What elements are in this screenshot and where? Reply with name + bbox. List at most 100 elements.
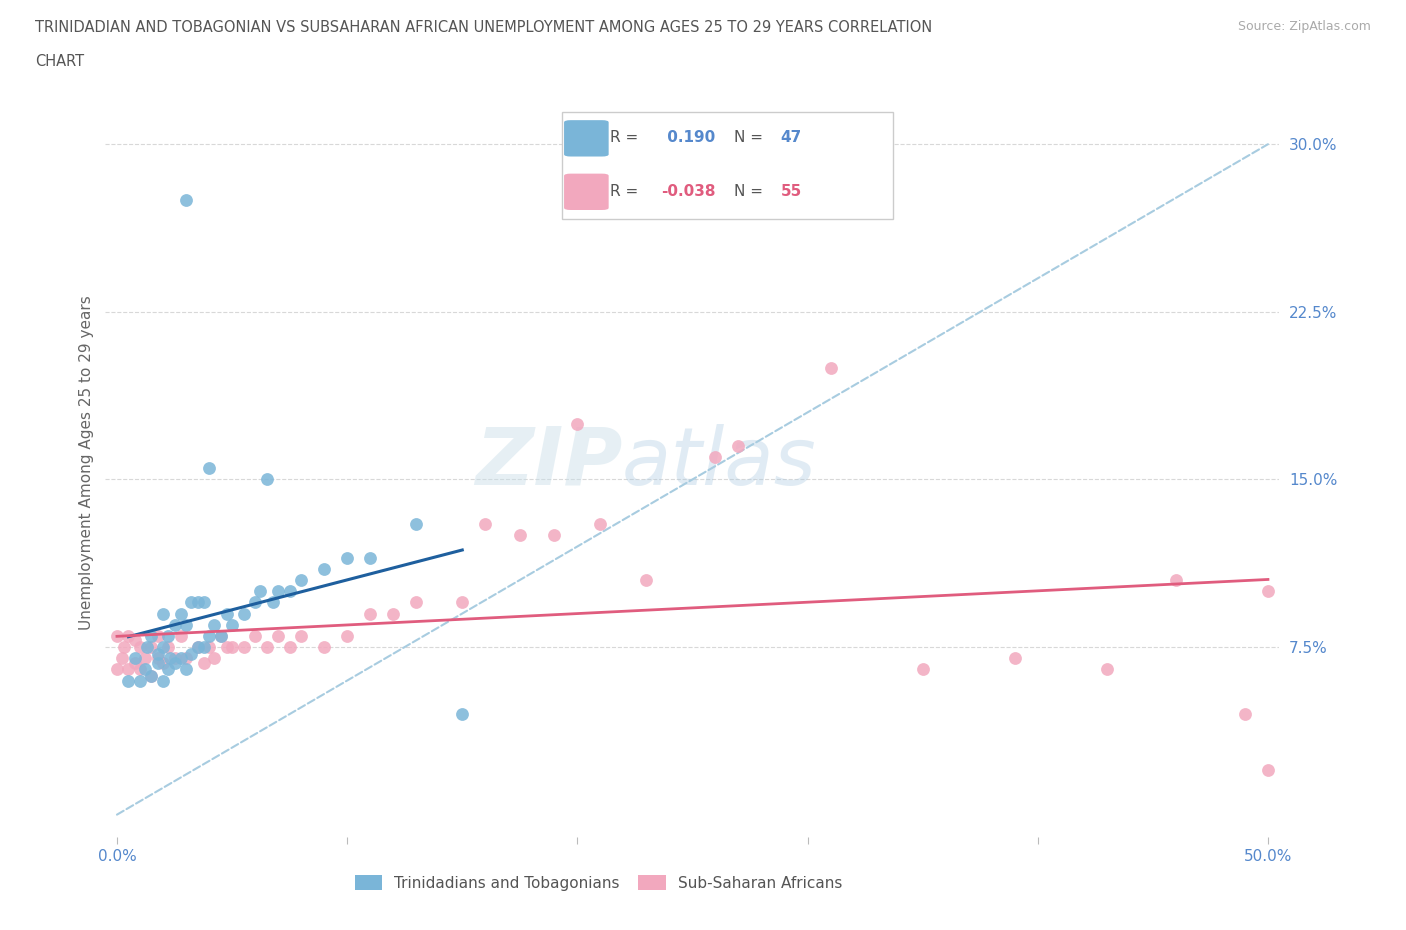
Point	[134, 651, 156, 666]
Point	[198, 629, 221, 644]
Point	[1004, 651, 1026, 666]
Point	[232, 640, 254, 655]
Point	[180, 595, 202, 610]
Text: ZIP: ZIP	[475, 424, 621, 501]
Point	[193, 595, 215, 610]
Point	[193, 640, 215, 655]
Text: N =: N =	[734, 130, 768, 145]
Point	[314, 640, 336, 655]
Point	[474, 517, 496, 532]
Point	[152, 673, 174, 688]
Point	[148, 651, 170, 666]
Point	[405, 517, 427, 532]
Point	[170, 629, 193, 644]
Point	[290, 629, 312, 644]
Point	[141, 669, 163, 684]
Point	[129, 640, 152, 655]
Point	[129, 662, 152, 677]
Point	[141, 629, 163, 644]
Point	[186, 595, 208, 610]
Text: atlas: atlas	[621, 424, 817, 501]
Point	[124, 633, 146, 648]
Text: R =: R =	[610, 130, 644, 145]
Point	[543, 528, 565, 543]
Point	[290, 573, 312, 588]
Point	[567, 416, 589, 431]
Text: 0.190: 0.190	[662, 130, 714, 145]
Point	[124, 656, 146, 671]
Point	[186, 640, 208, 655]
Point	[174, 662, 197, 677]
Point	[243, 629, 266, 644]
Point	[267, 629, 290, 644]
Point	[148, 629, 170, 644]
Point	[174, 618, 197, 632]
Point	[509, 528, 531, 543]
Point	[156, 629, 179, 644]
Point	[141, 669, 163, 684]
Legend: Trinidadians and Tobagonians, Sub-Saharan Africans: Trinidadians and Tobagonians, Sub-Sahara…	[349, 869, 848, 897]
Point	[174, 651, 197, 666]
Text: N =: N =	[734, 184, 768, 199]
Point	[186, 640, 208, 655]
Point	[174, 193, 197, 207]
Point	[221, 618, 243, 632]
Point	[359, 606, 381, 621]
Point	[159, 651, 181, 666]
Point	[198, 640, 221, 655]
Point	[243, 595, 266, 610]
Point	[117, 629, 139, 644]
Point	[110, 651, 132, 666]
Point	[117, 662, 139, 677]
Point	[405, 595, 427, 610]
Point	[156, 640, 179, 655]
Point	[117, 673, 139, 688]
Point	[152, 656, 174, 671]
Point	[148, 656, 170, 671]
Point	[267, 584, 290, 599]
Point	[589, 517, 612, 532]
Point	[249, 584, 271, 599]
Text: TRINIDADIAN AND TOBAGONIAN VS SUBSAHARAN AFRICAN UNEMPLOYMENT AMONG AGES 25 TO 2: TRINIDADIAN AND TOBAGONIAN VS SUBSAHARAN…	[35, 20, 932, 35]
Point	[256, 640, 278, 655]
Point	[156, 662, 179, 677]
Point	[263, 595, 285, 610]
Text: -0.038: -0.038	[662, 184, 716, 199]
Point	[180, 646, 202, 661]
Text: 47: 47	[780, 130, 801, 145]
Point	[198, 461, 221, 476]
Point	[1233, 707, 1256, 722]
Text: Source: ZipAtlas.com: Source: ZipAtlas.com	[1237, 20, 1371, 33]
Text: CHART: CHART	[35, 54, 84, 69]
Point	[1257, 763, 1279, 777]
Point	[163, 656, 186, 671]
Point	[359, 551, 381, 565]
Text: 55: 55	[780, 184, 801, 199]
Point	[105, 662, 128, 677]
Point	[134, 662, 156, 677]
Point	[193, 656, 215, 671]
Point	[314, 562, 336, 577]
Point	[451, 595, 474, 610]
FancyBboxPatch shape	[564, 174, 609, 210]
Point	[163, 618, 186, 632]
Point	[278, 584, 301, 599]
Y-axis label: Unemployment Among Ages 25 to 29 years: Unemployment Among Ages 25 to 29 years	[79, 296, 94, 630]
Point	[217, 606, 239, 621]
Point	[152, 640, 174, 655]
Point	[148, 646, 170, 661]
Text: R =: R =	[610, 184, 644, 199]
Point	[217, 640, 239, 655]
Point	[278, 640, 301, 655]
Point	[129, 673, 152, 688]
Point	[820, 360, 842, 375]
Point	[336, 551, 359, 565]
Point	[636, 573, 658, 588]
Point	[202, 618, 225, 632]
Point	[1095, 662, 1118, 677]
Point	[1164, 573, 1187, 588]
Point	[727, 438, 749, 453]
Point	[170, 606, 193, 621]
Point	[256, 472, 278, 487]
Point	[152, 606, 174, 621]
